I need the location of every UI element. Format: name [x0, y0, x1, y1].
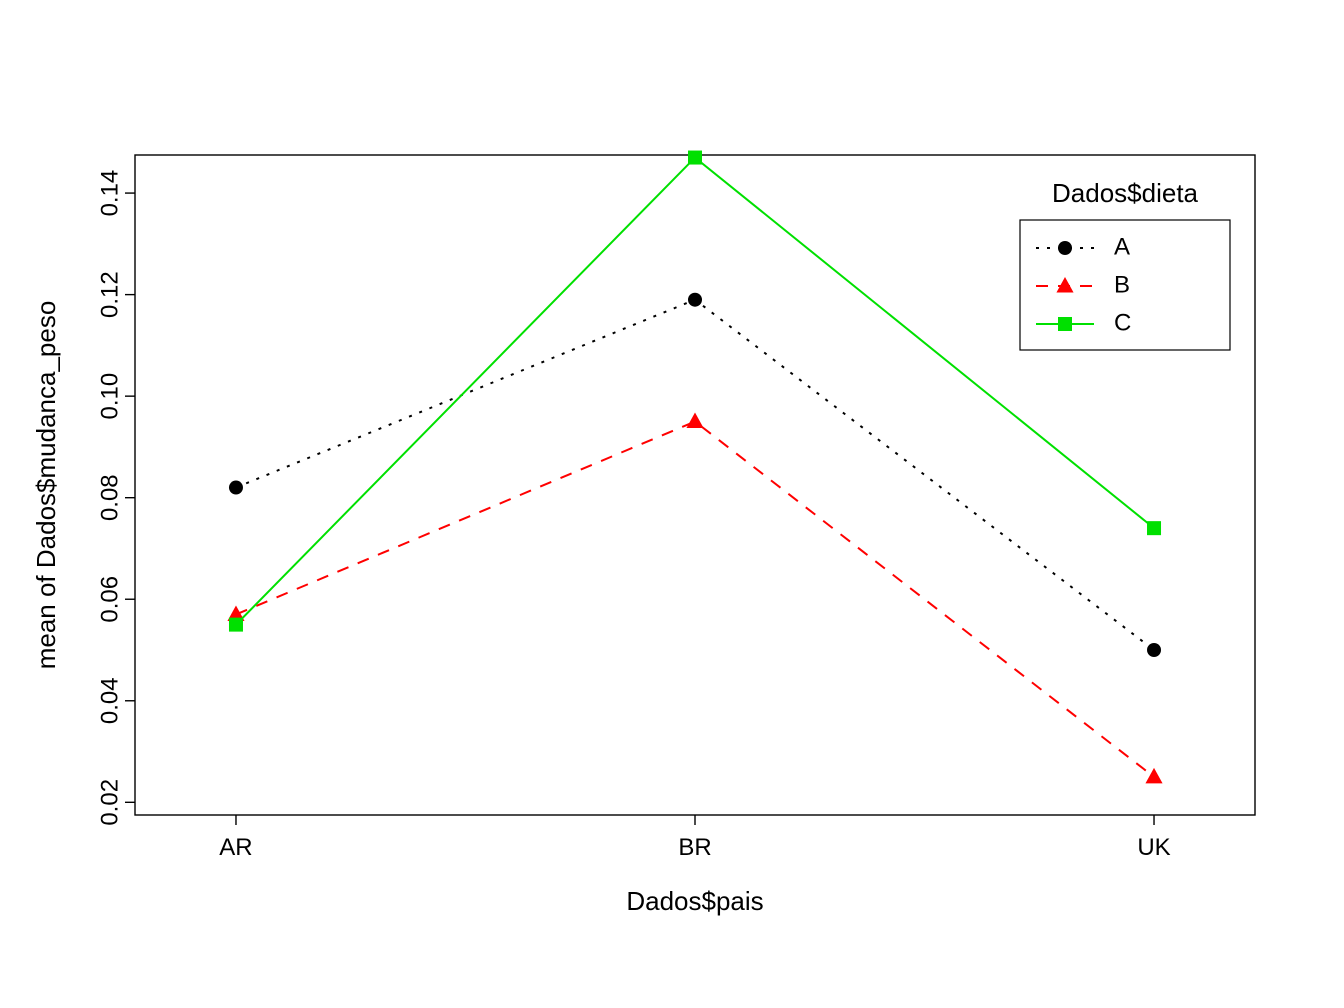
series-marker-c [229, 618, 243, 632]
x-tick-label: UK [1137, 834, 1170, 861]
y-tick-label: 0.12 [96, 271, 123, 318]
series-marker-c [688, 151, 702, 165]
legend-title: Dados$dieta [1052, 178, 1199, 208]
x-tick-label: BR [678, 834, 711, 861]
legend-label: C [1114, 309, 1131, 336]
legend-label: A [1114, 233, 1130, 260]
series-marker-a [1147, 643, 1161, 657]
y-tick-label: 0.10 [96, 373, 123, 420]
y-tick-label: 0.02 [96, 779, 123, 826]
y-tick-label: 0.14 [96, 170, 123, 217]
y-tick-label: 0.08 [96, 474, 123, 521]
y-tick-label: 0.06 [96, 576, 123, 623]
x-tick-label: AR [219, 834, 252, 861]
x-axis-label: Dados$pais [626, 886, 763, 916]
series-marker-a [229, 481, 243, 495]
interaction-plot: 0.02 0.04 0.06 0.08 0.10 0.12 0.14 AR BR UK Dados$… [0, 0, 1344, 1008]
legend-label: B [1114, 271, 1130, 298]
y-axis-label: mean of Dados$mudanca_peso [31, 301, 61, 670]
y-tick-label: 0.04 [96, 677, 123, 724]
series-marker-a [688, 293, 702, 307]
series-marker-c [1147, 521, 1161, 535]
